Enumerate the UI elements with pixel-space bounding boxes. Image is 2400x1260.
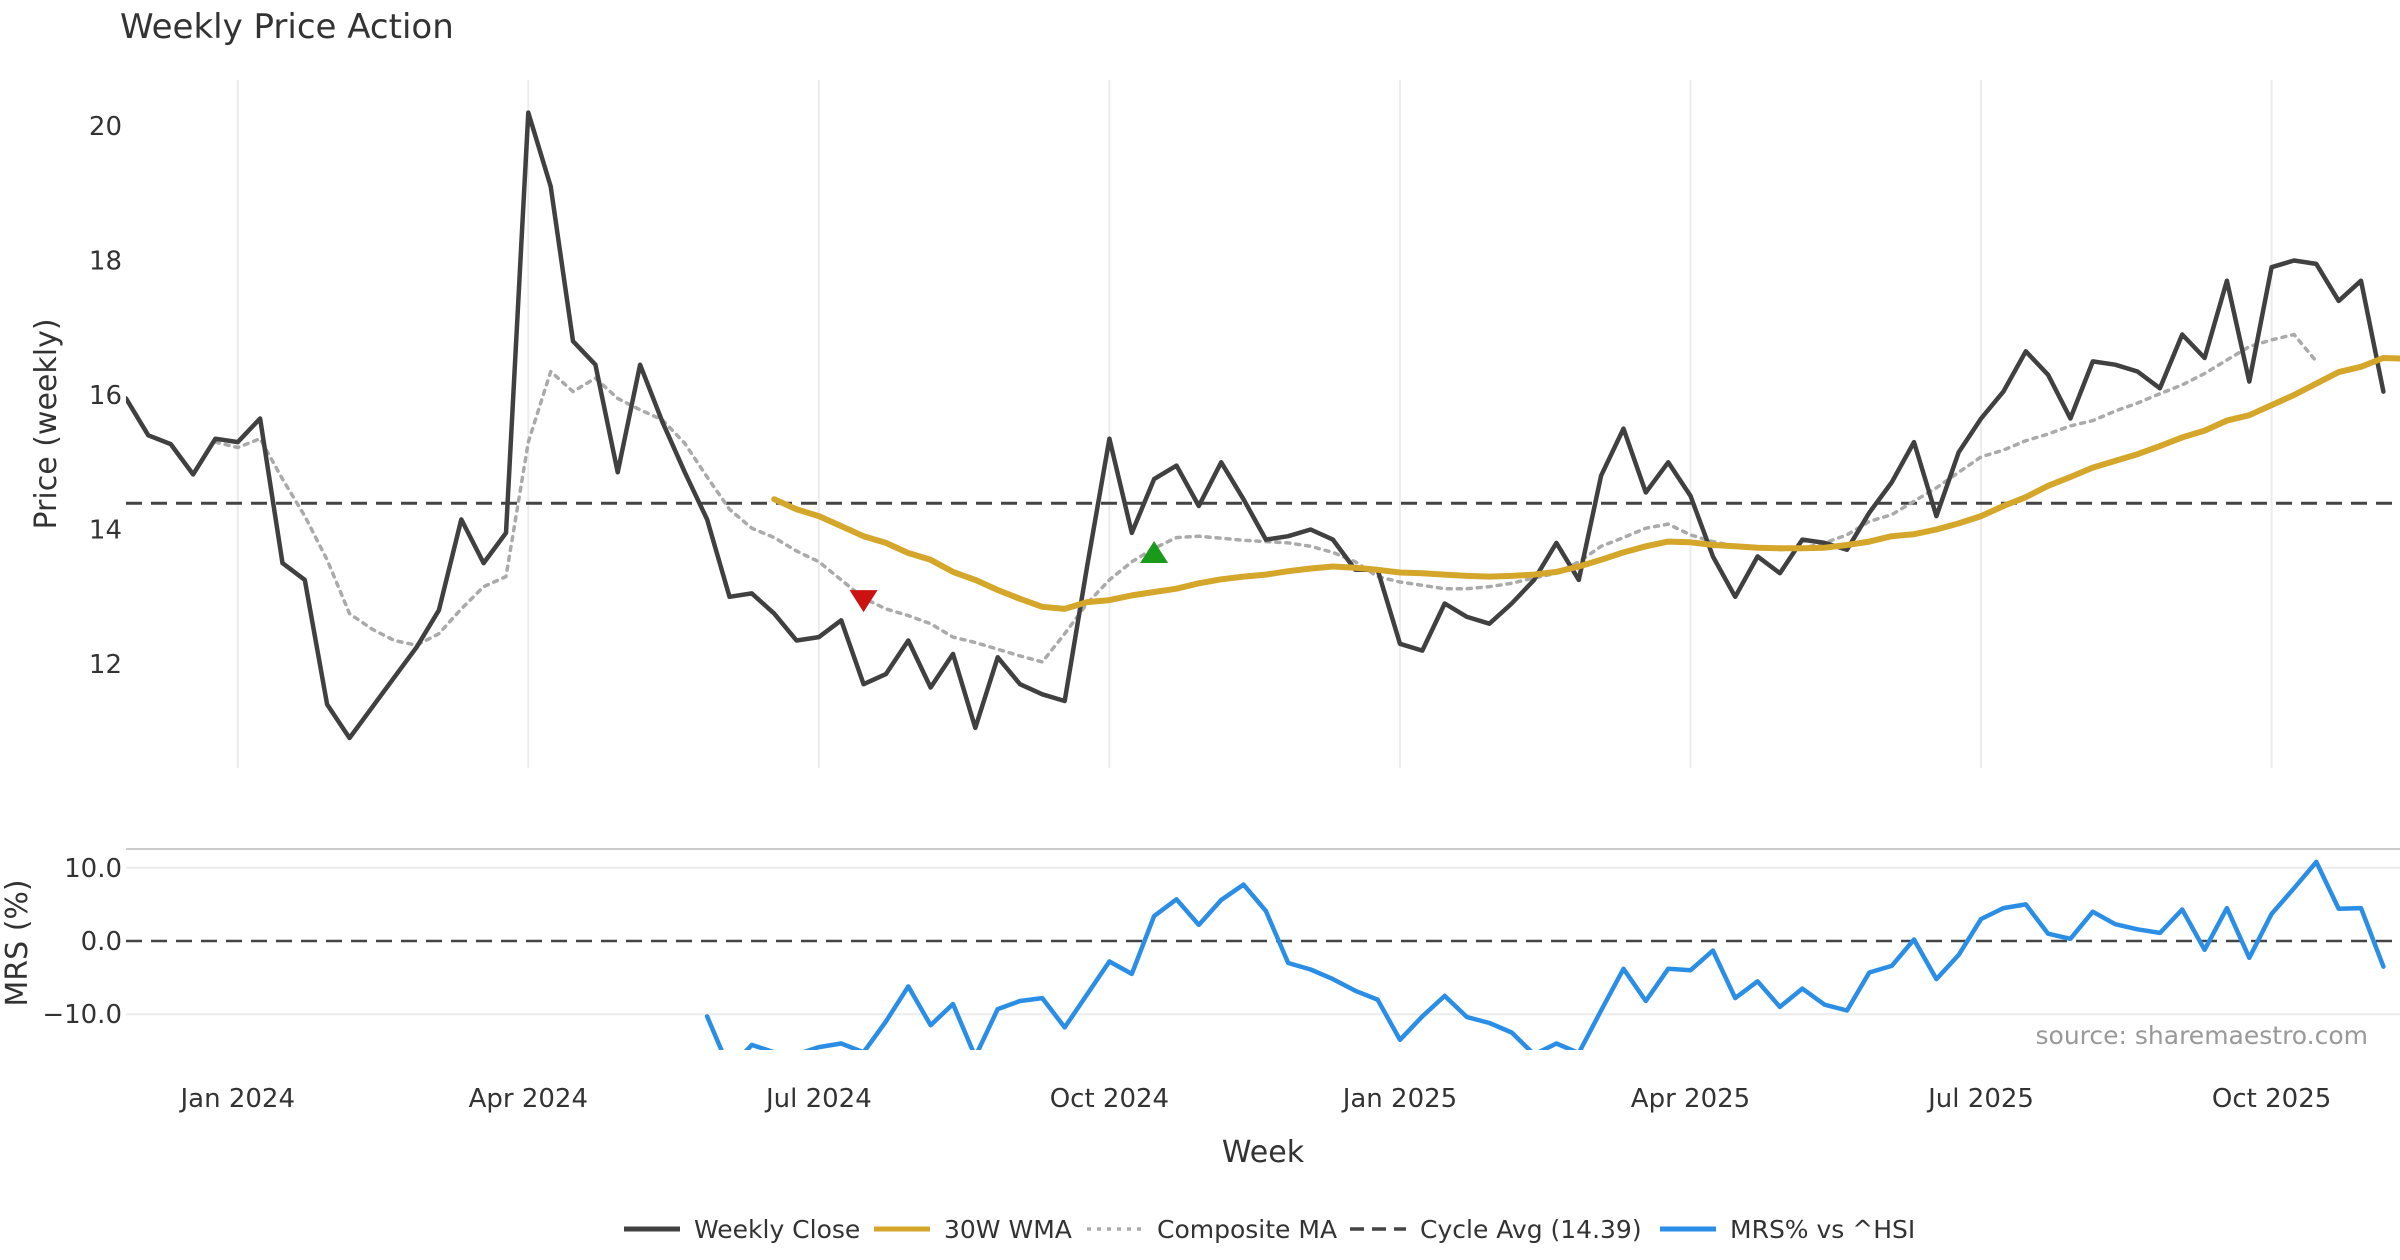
- x-tick-label-1: Apr 2024: [469, 1084, 588, 1114]
- composite-ma-line: [213, 332, 2319, 664]
- x-ticks: Jan 2024 Apr 2024 Jul 2024 Oct 2024 Jan 2025…: [178, 1084, 2331, 1114]
- mrs-ylabel: MRS (%): [0, 879, 35, 1006]
- x-tick-label-4: Jan 2025: [1341, 1084, 1458, 1114]
- x-tick-label-2: Jul 2024: [764, 1084, 872, 1114]
- mrs-y-ticks: −10.0 0.0 10.0: [42, 854, 122, 1030]
- mrs-line: [704, 859, 2386, 1050]
- wma-30w-line: [771, 355, 2400, 612]
- x-axis-label: Week: [1222, 1135, 1305, 1170]
- mrs-ytick-label-0: −10.0: [42, 1000, 122, 1030]
- price-ytick-label-4: 20: [89, 112, 122, 142]
- legend: Weekly Close 30W WMA Composite MA Cycle Avg…: [624, 1215, 1915, 1244]
- price-series-group: [126, 110, 2400, 741]
- mrs-ytick-label-2: 10.0: [64, 854, 122, 884]
- legend-label-1: 30W WMA: [944, 1215, 1072, 1244]
- x-tick-label-3: Oct 2024: [1050, 1084, 1169, 1114]
- price-ytick-label-0: 12: [89, 650, 122, 680]
- chart-title: Weekly Price Action: [120, 7, 454, 47]
- legend-label-0: Weekly Close: [694, 1215, 860, 1244]
- mrs-gridlines: [126, 866, 2400, 1016]
- mrs-ytick-label-1: 0.0: [81, 927, 122, 957]
- buy-signal-marker: [1140, 541, 1169, 564]
- x-tick-label-7: Oct 2025: [2212, 1084, 2331, 1114]
- price-y-ticks: 12 14 16 18 20: [89, 112, 122, 680]
- price-ytick-label-3: 18: [89, 247, 122, 277]
- legend-label-2: Composite MA: [1157, 1215, 1337, 1244]
- price-gridlines: [236, 80, 2273, 768]
- legend-label-4: MRS% vs ^HSI: [1730, 1215, 1915, 1244]
- x-tick-label-6: Jul 2025: [1926, 1084, 2034, 1114]
- sell-signal-marker: [849, 590, 878, 613]
- legend-label-3: Cycle Avg (14.39): [1420, 1215, 1642, 1244]
- price-ylabel: Price (weekly): [29, 318, 64, 529]
- x-tick-label-0: Jan 2024: [178, 1084, 295, 1114]
- price-ytick-label-2: 16: [89, 381, 122, 411]
- weekly-close-line: [126, 110, 2386, 741]
- mrs-series-group: [126, 859, 2400, 1050]
- source-annotation: source: sharemaestro.com: [2036, 1021, 2369, 1050]
- price-ytick-label-1: 14: [89, 516, 122, 546]
- x-tick-label-5: Apr 2025: [1631, 1084, 1750, 1114]
